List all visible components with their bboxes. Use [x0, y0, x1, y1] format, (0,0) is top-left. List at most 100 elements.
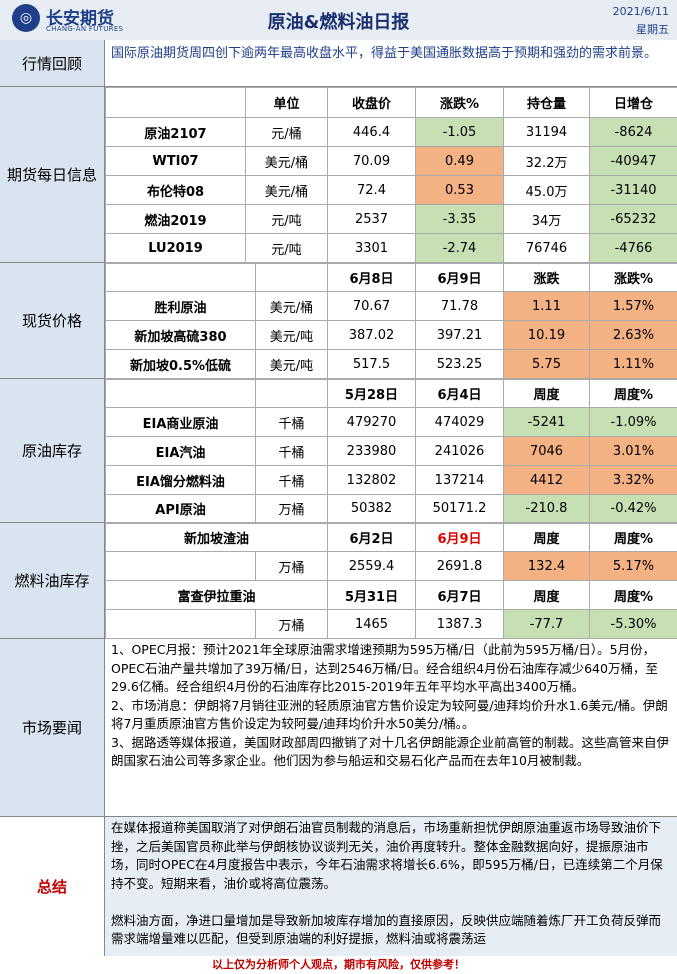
change-cell: -1.05	[415, 117, 504, 147]
summary-section: 总结 在媒体报道称美国取消了对伊朗石油官员制裁的消息后，市场重新担忧伊朗原油重返…	[0, 817, 677, 956]
header-cell: 6月8日	[327, 263, 416, 292]
summary-text: 在媒体报道称美国取消了对伊朗石油官员制裁的消息后，市场重新担忧伊朗原油重返市场导…	[105, 817, 677, 956]
close-cell: 2537	[327, 204, 416, 234]
table-row: 新加坡0.5%低硫 美元/吨 517.5 523.25 5.75 1.11%	[105, 349, 677, 379]
oi-change-cell: -65232	[589, 204, 677, 234]
oi-cell: 45.0万	[503, 175, 590, 205]
header-cell: 涨跌	[503, 263, 590, 292]
oi-cell: 31194	[503, 117, 590, 147]
change-cell: 1.11	[503, 291, 590, 321]
report-date: 2021/6/11	[612, 5, 669, 18]
oi-change-cell: -40947	[589, 146, 677, 176]
percent-cell: -0.42%	[589, 494, 677, 523]
product-name: 新加坡高硫380	[105, 320, 256, 350]
price-cell: 71.78	[415, 291, 504, 321]
percent-cell: -1.09%	[589, 407, 677, 437]
unit-cell: 千桶	[255, 465, 328, 495]
disclaimer-footer: 以上仅为分析师个人观点，期市有风险，仅供参考！	[212, 958, 465, 971]
header-cell: 涨跌%	[589, 263, 677, 292]
unit-cell: 元/吨	[245, 204, 328, 234]
crude-stock-section: 原油库存 5月28日 6月4日 周度 周度% EIA商业原油 千桶 479270…	[0, 379, 677, 523]
header-cell: 6月2日	[327, 523, 417, 552]
header-cell: 周度	[503, 580, 591, 610]
table-row: 万桶 1465 1387.3 -77.7 -5.30%	[105, 609, 677, 639]
header-cell: 日增仓	[589, 87, 677, 118]
crude-stock-table: 5月28日 6月4日 周度 周度% EIA商业原油 千桶 479270 4740…	[105, 379, 677, 523]
table-header-row: 新加坡渣油 6月2日 6月9日 周度 周度%	[104, 523, 677, 552]
table-header-row: 单位 收盘价 涨跌% 持仓量 日增仓	[105, 87, 677, 118]
change-cell: -77.7	[503, 609, 591, 639]
header-cell	[105, 263, 256, 292]
logo-icon: ◎	[12, 4, 40, 32]
header-cell: 持仓量	[503, 87, 590, 118]
report-header: ◎ 长安期货 CHANG-AN FUTURES 原油&燃料油日报 2021/6/…	[0, 0, 677, 41]
inventory-name: 富查伊拉重油	[104, 580, 329, 610]
futures-label: 期货每日信息	[0, 87, 105, 262]
price-cell: 70.67	[327, 291, 416, 321]
table-row: 燃油2019 元/吨 2537 -3.35 34万 -65232	[105, 204, 677, 234]
unit-cell: 美元/桶	[245, 175, 328, 205]
change-cell: -2.74	[415, 233, 504, 263]
inventory-name: 新加坡渣油	[104, 523, 329, 552]
price-cell: 517.5	[327, 349, 416, 379]
value-cell: 2691.8	[415, 551, 505, 581]
header-cell: 涨跌%	[415, 87, 504, 118]
value-cell: 1465	[327, 609, 417, 639]
table-row: 新加坡高硫380 美元/吨 387.02 397.21 10.19 2.63%	[105, 320, 677, 350]
header-cell: 周度%	[589, 379, 677, 408]
table-header-row: 6月8日 6月9日 涨跌 涨跌%	[105, 263, 677, 292]
table-row: EIA汽油 千桶 233980 241026 7046 3.01%	[105, 436, 677, 466]
table-row: WTI07 美元/桶 70.09 0.49 32.2万 -40947	[105, 146, 677, 176]
inventory-name: EIA馏分燃料油	[105, 465, 256, 495]
header-cell	[255, 263, 328, 292]
contract-name: LU2019	[105, 233, 246, 263]
logo-text: 长安期货	[46, 9, 114, 29]
table-row: 布伦特08 美元/桶 72.4 0.53 45.0万 -31140	[105, 175, 677, 205]
unit-cell: 美元/吨	[255, 320, 328, 350]
table-row: EIA商业原油 千桶 479270 474029 -5241 -1.09%	[105, 407, 677, 437]
value-cell: 50382	[327, 494, 416, 523]
header-cell: 5月28日	[327, 379, 416, 408]
news-section: 市场要闻 1、OPEC月报：预计2021年全球原油需求增速预期为595万桶/日（…	[0, 639, 677, 817]
header-cell: 6月7日	[415, 580, 505, 610]
logo-subtext: CHANG-AN FUTURES	[46, 25, 124, 33]
unit-cell: 元/吨	[245, 233, 328, 263]
change-cell: 132.4	[503, 551, 591, 581]
inventory-name: EIA商业原油	[105, 407, 256, 437]
change-cell: 5.75	[503, 349, 590, 379]
header-cell: 6月9日	[415, 523, 505, 552]
contract-name: 原油2107	[105, 117, 246, 147]
value-cell: 2559.4	[327, 551, 417, 581]
percent-cell: 1.11%	[589, 349, 677, 379]
value-cell: 1387.3	[415, 609, 505, 639]
report-weekday: 星期五	[636, 23, 669, 36]
unit-cell: 美元/桶	[255, 291, 328, 321]
unit-cell: 千桶	[255, 407, 328, 437]
change-cell: -3.35	[415, 204, 504, 234]
contract-name: WTI07	[105, 146, 246, 176]
header-cell: 周度	[503, 379, 590, 408]
table-row: API原油 万桶 50382 50171.2 -210.8 -0.42%	[105, 494, 677, 523]
report-title: 原油&燃料油日报	[267, 12, 410, 33]
table-row: EIA馏分燃料油 千桶 132802 137214 4412 3.32%	[105, 465, 677, 495]
change-cell: 10.19	[503, 320, 590, 350]
table-row: 原油2107 元/桶 446.4 -1.05 31194 -8624	[105, 117, 677, 147]
unit-cell: 万桶	[255, 494, 328, 523]
oi-cell: 76746	[503, 233, 590, 263]
value-cell: 479270	[327, 407, 416, 437]
value-cell: 241026	[415, 436, 504, 466]
inventory-name: API原油	[105, 494, 256, 523]
header-cell: 6月4日	[415, 379, 504, 408]
header-cell: 单位	[245, 87, 328, 118]
contract-name: 燃油2019	[105, 204, 246, 234]
futures-table: 单位 收盘价 涨跌% 持仓量 日增仓 原油2107 元/桶 446.4 -1.0…	[105, 87, 677, 263]
table-header-row: 富查伊拉重油 5月31日 6月7日 周度 周度%	[104, 580, 677, 610]
review-section: 行情回顾 国际原油期货周四创下逾两年最高收盘水平，得益于美国通胀数据高于预期和强…	[0, 40, 677, 87]
value-cell: 474029	[415, 407, 504, 437]
summary-label: 总结	[0, 817, 105, 956]
table-row: 万桶 2559.4 2691.8 132.4 5.17%	[105, 551, 677, 581]
fuel-stock-table: 新加坡渣油 6月2日 6月9日 周度 周度% 万桶 2559.4 2691.8 …	[104, 523, 677, 639]
close-cell: 446.4	[327, 117, 416, 147]
value-cell: 50171.2	[415, 494, 504, 523]
value-cell: 132802	[327, 465, 416, 495]
